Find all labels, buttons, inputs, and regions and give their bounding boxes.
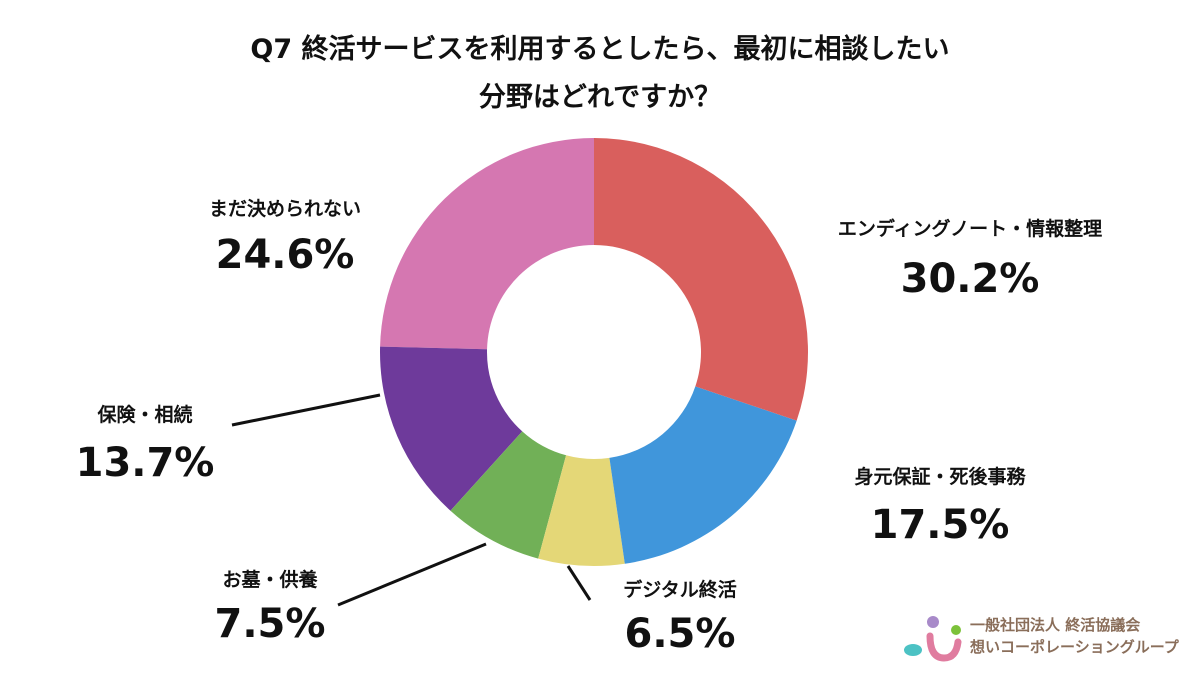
donut-slice-1 (609, 386, 797, 564)
slice-value: 30.2% (900, 256, 1040, 302)
donut-slice-5 (380, 138, 594, 350)
leader-line-ohaka (337, 542, 487, 607)
leader-line-digital (566, 565, 592, 601)
logo-line-2: 想いコーポレーショングループ (970, 638, 1179, 656)
slice-label: デジタル終活 (623, 579, 737, 601)
slice-value: 7.5% (214, 601, 326, 647)
donut-slice-0 (594, 138, 808, 421)
label-digital: デジタル終活 6.5% (590, 575, 770, 658)
slice-value: 17.5% (870, 502, 1010, 548)
slice-value: 6.5% (624, 611, 736, 657)
slice-label: 保険・相続 (97, 404, 193, 426)
slice-value: 13.7% (75, 440, 215, 486)
title-line-1: Q7 終活サービスを利用するとしたら、最初に相談したい (250, 34, 950, 65)
logo-mark-icon (904, 616, 962, 662)
organization-logo: 一般社団法人 終活協議会 想いコーポレーショングループ (900, 612, 1190, 662)
slice-label: エンディングノート・情報整理 (837, 218, 1103, 240)
label-mimoto-hosho: 身元保証・死後事務 17.5% (800, 462, 1080, 549)
slice-label: 身元保証・死後事務 (854, 466, 1026, 488)
donut-slice-3 (450, 431, 567, 559)
label-ending-note: エンディングノート・情報整理 30.2% (790, 214, 1150, 303)
slice-label: お墓・供養 (222, 569, 318, 591)
donut-slice-4 (380, 346, 523, 511)
leader-line-hoken (231, 393, 381, 427)
slice-value: 24.6% (215, 232, 355, 278)
chart-title: Q7 終活サービスを利用するとしたら、最初に相談したい 分野はどれですか？ (0, 26, 1200, 122)
label-hoken: 保険・相続 13.7% (55, 400, 235, 487)
logo-line-1: 一般社団法人 終活協議会 (970, 616, 1141, 634)
title-line-2: 分野はどれですか？ (478, 82, 722, 113)
label-ohaka: お墓・供養 7.5% (195, 565, 345, 648)
label-undecided: まだ決められない 24.6% (165, 194, 405, 279)
slice-label: まだ決められない (208, 198, 361, 220)
donut-slice-2 (538, 455, 625, 566)
